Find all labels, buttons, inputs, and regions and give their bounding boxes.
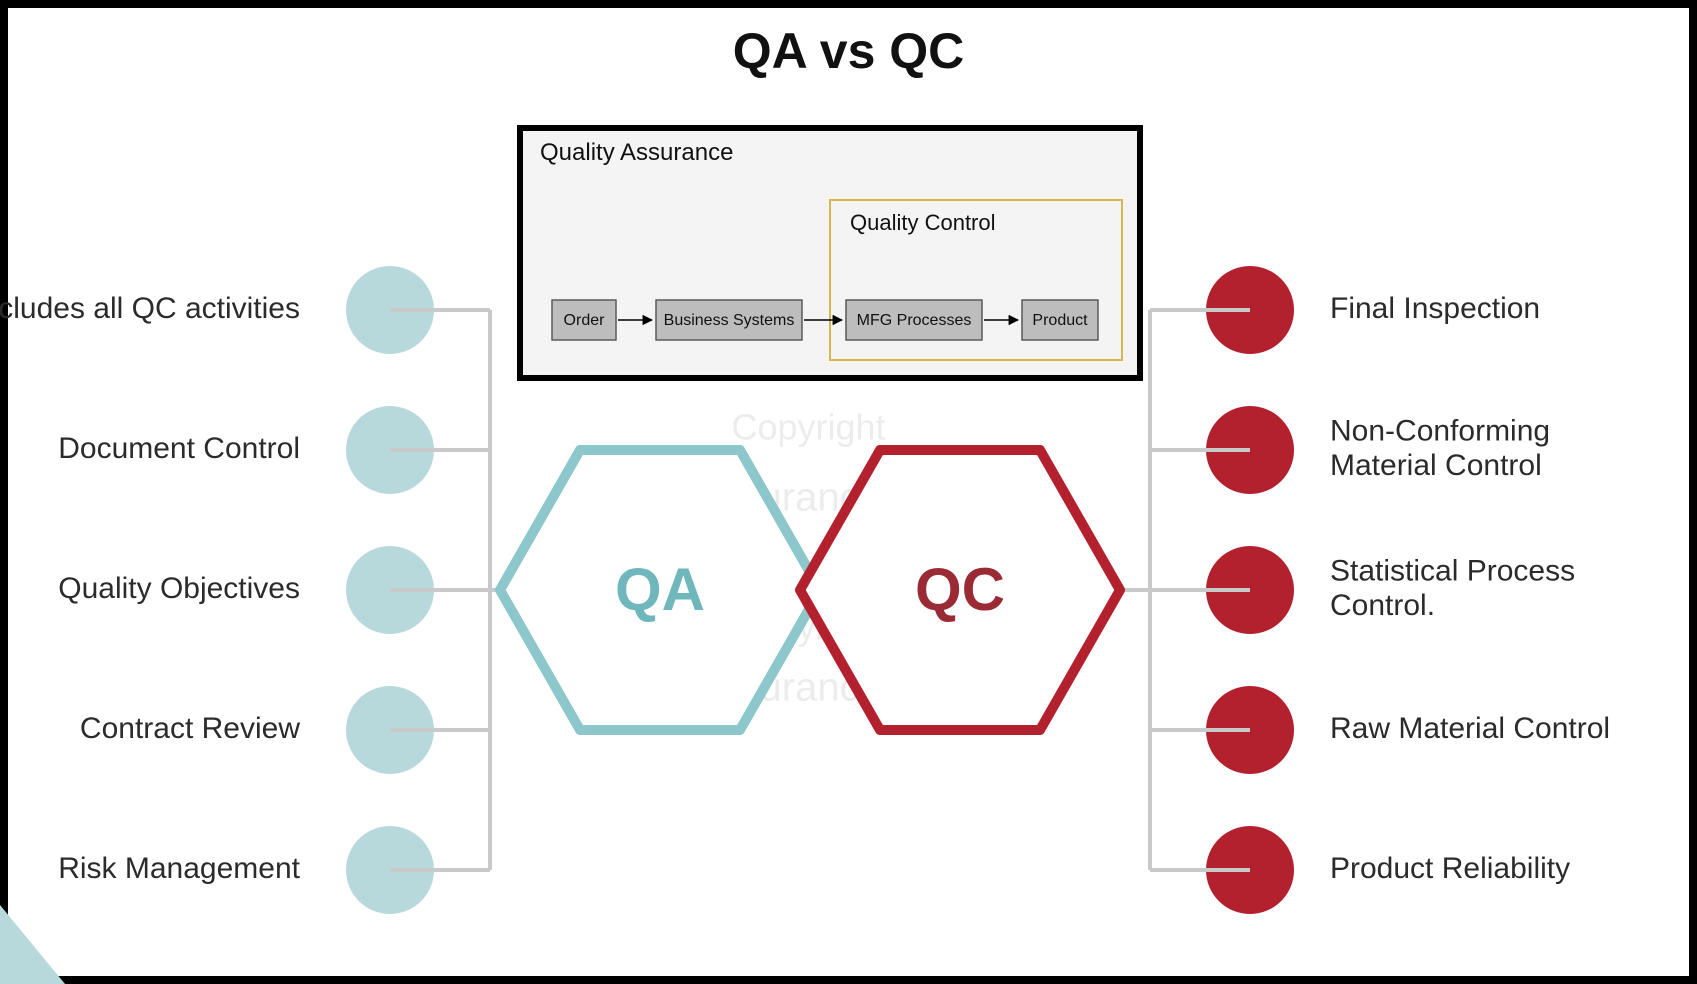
qc-item-label: Non-Conforming	[1330, 415, 1550, 448]
diagram-frame: CopyrightQuality Assurance SolutionsCopy…	[0, 0, 1697, 984]
watermark-text: Copyright	[731, 407, 885, 448]
flow-inner-label: Quality Control	[850, 210, 996, 235]
qc-item-label: Raw Material Control	[1330, 712, 1610, 745]
qc-item-label: Product Reliability	[1330, 852, 1570, 885]
qc-item-label: Material Control	[1330, 449, 1542, 482]
flow-step-label: Product	[1032, 312, 1088, 329]
page-title: QA vs QC	[733, 23, 965, 79]
qa-item-label: Quality Objectives	[58, 572, 300, 605]
qa-item-label: Risk Management	[58, 852, 300, 885]
flow-step-label: Business Systems	[664, 312, 795, 329]
qc-hex-label: QC	[915, 556, 1005, 623]
flow-step-label: MFG Processes	[857, 312, 972, 329]
qa-item-label: Document Control	[58, 432, 300, 465]
qc-item-label: Control.	[1330, 589, 1435, 622]
flow-outer-label: Quality Assurance	[540, 139, 733, 166]
qa-item-label: Contract Review	[80, 712, 300, 745]
diagram-svg: CopyrightQuality Assurance SolutionsCopy…	[0, 0, 1697, 984]
flow-step-label: Order	[564, 312, 606, 329]
qa-item-label: Includes all QC activities	[0, 292, 300, 325]
qc-item-label: Final Inspection	[1330, 292, 1540, 325]
qc-item-label: Statistical Process	[1330, 555, 1575, 588]
qa-hex-label: QA	[615, 556, 705, 623]
